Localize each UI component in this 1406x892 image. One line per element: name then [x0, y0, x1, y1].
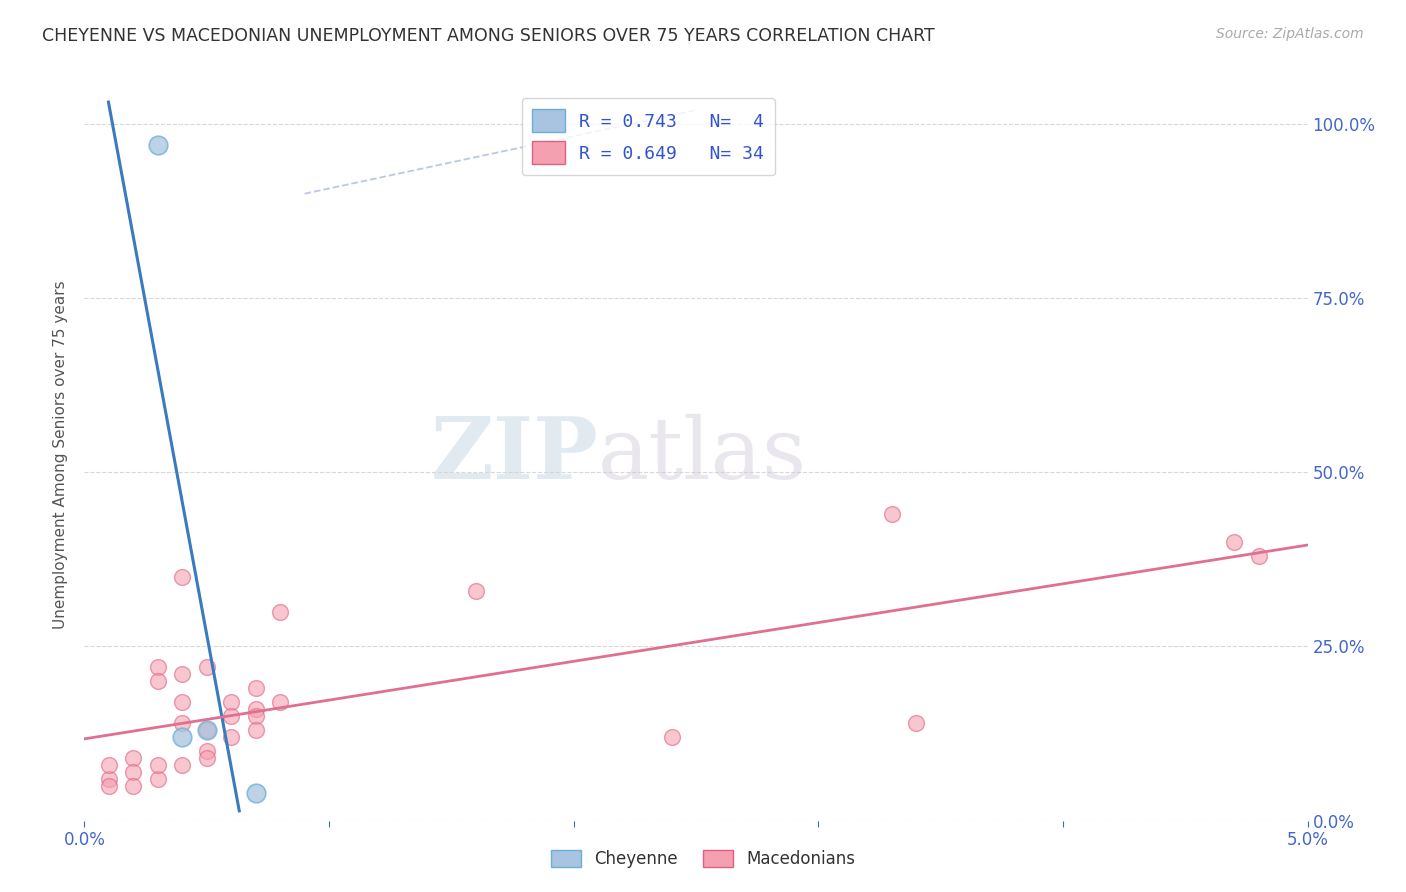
- Text: CHEYENNE VS MACEDONIAN UNEMPLOYMENT AMONG SENIORS OVER 75 YEARS CORRELATION CHAR: CHEYENNE VS MACEDONIAN UNEMPLOYMENT AMON…: [42, 27, 935, 45]
- Point: [172, 570, 194, 584]
- Point: [172, 730, 194, 744]
- Point: [880, 507, 903, 521]
- Point: [245, 786, 267, 800]
- Point: [269, 605, 291, 619]
- Point: [97, 758, 120, 772]
- Point: [146, 674, 169, 689]
- Point: [146, 772, 169, 786]
- Legend: R = 0.743   N=  4, R = 0.649   N= 34: R = 0.743 N= 4, R = 0.649 N= 34: [522, 98, 775, 176]
- Y-axis label: Unemployment Among Seniors over 75 years: Unemployment Among Seniors over 75 years: [53, 281, 69, 629]
- Point: [245, 702, 267, 716]
- Point: [172, 716, 194, 731]
- Point: [195, 723, 218, 737]
- Point: [195, 660, 218, 674]
- Point: [146, 137, 169, 152]
- Point: [172, 695, 194, 709]
- Point: [219, 730, 242, 744]
- Point: [905, 716, 928, 731]
- Point: [245, 681, 267, 696]
- Point: [219, 709, 242, 723]
- Point: [97, 772, 120, 786]
- Point: [172, 667, 194, 681]
- Point: [245, 723, 267, 737]
- Point: [1223, 535, 1246, 549]
- Point: [195, 751, 218, 765]
- Point: [219, 695, 242, 709]
- Point: [172, 758, 194, 772]
- Point: [122, 779, 145, 793]
- Point: [464, 583, 486, 598]
- Point: [195, 744, 218, 758]
- Point: [1247, 549, 1270, 563]
- Point: [661, 730, 683, 744]
- Text: atlas: atlas: [598, 413, 807, 497]
- Point: [195, 723, 218, 737]
- Point: [122, 764, 145, 779]
- Text: ZIP: ZIP: [430, 413, 598, 497]
- Point: [245, 709, 267, 723]
- Text: Source: ZipAtlas.com: Source: ZipAtlas.com: [1216, 27, 1364, 41]
- Point: [269, 695, 291, 709]
- Point: [122, 751, 145, 765]
- Point: [146, 758, 169, 772]
- Point: [97, 779, 120, 793]
- Point: [146, 660, 169, 674]
- Legend: Cheyenne, Macedonians: Cheyenne, Macedonians: [544, 843, 862, 875]
